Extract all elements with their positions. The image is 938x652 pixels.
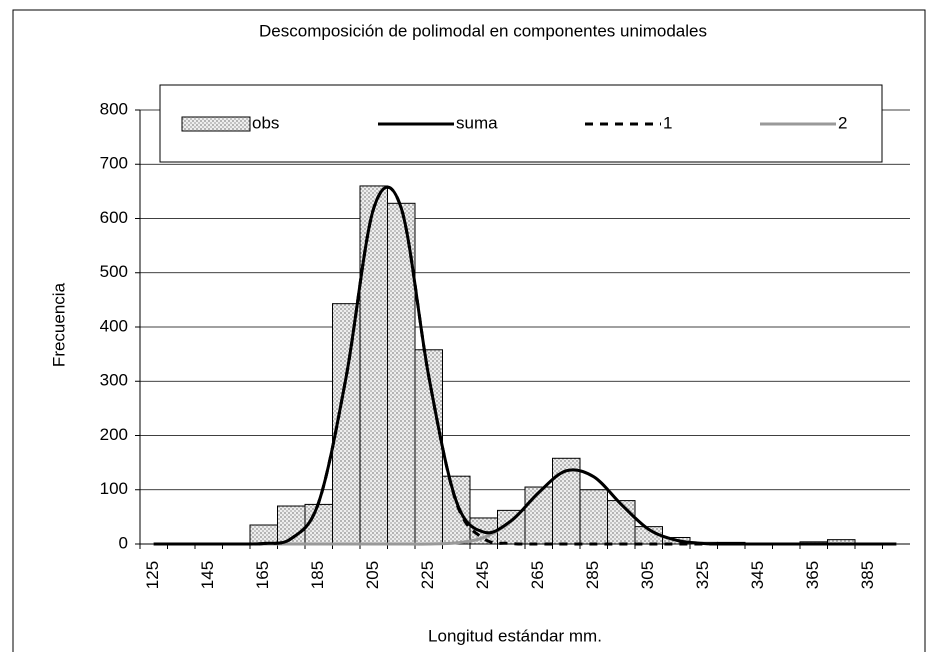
bar: [579, 489, 608, 545]
legend-label: 2: [838, 113, 847, 132]
legend-label: obs: [252, 113, 279, 132]
y-tick-label: 800: [100, 99, 128, 118]
x-tick-label: 385: [858, 561, 877, 589]
bar: [442, 475, 471, 545]
chart-title: Descomposición de polimodal en component…: [259, 21, 707, 40]
legend-label: suma: [456, 113, 498, 132]
y-tick-label: 400: [100, 316, 128, 335]
bar: [607, 500, 636, 545]
x-tick-label: 145: [198, 561, 217, 589]
y-tick-label: 0: [119, 533, 128, 552]
x-tick-label: 225: [418, 561, 437, 589]
x-tick-label: 245: [473, 561, 492, 589]
y-tick-label: 700: [100, 154, 128, 173]
y-tick-label: 600: [100, 208, 128, 227]
x-tick-label: 285: [583, 561, 602, 589]
bar: [359, 185, 388, 545]
x-axis-label: Longitud estándar mm.: [428, 626, 602, 645]
y-tick-label: 200: [100, 425, 128, 444]
x-tick-label: 265: [528, 561, 547, 589]
bar: [524, 486, 553, 545]
x-tick-label: 165: [253, 561, 272, 589]
x-tick-label: 305: [638, 561, 657, 589]
line-series: [153, 185, 897, 546]
x-tick-label: 125: [143, 561, 162, 589]
bar: [304, 503, 333, 545]
y-tick-label: 500: [100, 262, 128, 281]
y-tick-label: 100: [100, 479, 128, 498]
x-tick-label: 325: [693, 561, 712, 589]
legend-label: 1: [663, 113, 672, 132]
x-tick-label: 365: [803, 561, 822, 589]
x-tick-label: 185: [308, 561, 327, 589]
y-tick-label: 300: [100, 371, 128, 390]
legend-swatch: [181, 116, 251, 132]
x-tick-label: 345: [748, 561, 767, 589]
x-tick-label: 205: [363, 561, 382, 589]
bar: [249, 524, 278, 545]
y-axis-label: Frecuencia: [49, 282, 68, 367]
